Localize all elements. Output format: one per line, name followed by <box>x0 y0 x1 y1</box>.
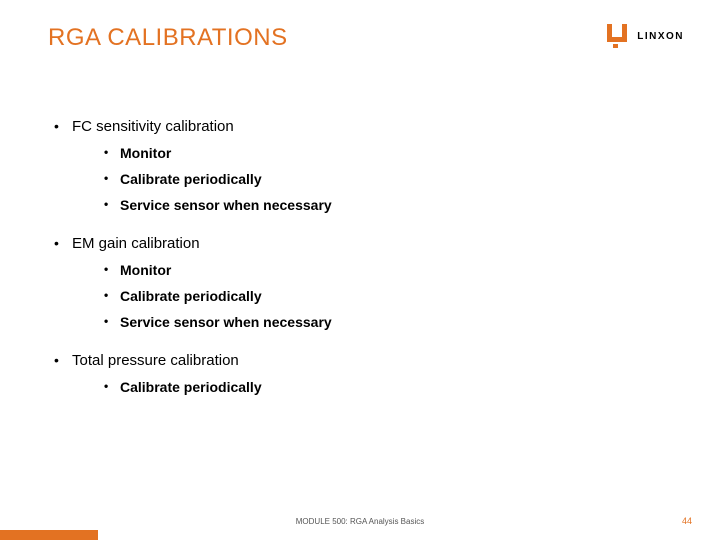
sub-item: Service sensor when necessary <box>48 197 672 213</box>
footer-text: MODULE 500: RGA Analysis Basics <box>0 517 720 526</box>
sub-item: Calibrate periodically <box>48 379 672 395</box>
logo-text: LINXON <box>637 31 684 42</box>
sub-item: Monitor <box>48 262 672 278</box>
sub-item: Service sensor when necessary <box>48 314 672 330</box>
section-heading: Total pressure calibration <box>48 352 672 369</box>
section-heading: EM gain calibration <box>48 235 672 252</box>
brand-logo: LINXON <box>603 22 684 50</box>
page-number: 44 <box>682 516 692 526</box>
sub-item: Calibrate periodically <box>48 171 672 187</box>
slide-title: RGA CALIBRATIONS <box>48 24 288 52</box>
logo-notch <box>613 44 618 48</box>
content-body: FC sensitivity calibration Monitor Calib… <box>48 118 672 417</box>
logo-icon <box>603 22 631 50</box>
sub-item: Calibrate periodically <box>48 288 672 304</box>
bullet-list: FC sensitivity calibration Monitor Calib… <box>48 118 672 395</box>
logo-bar-right <box>622 24 627 42</box>
sub-item: Monitor <box>48 145 672 161</box>
section-heading: FC sensitivity calibration <box>48 118 672 135</box>
accent-bar <box>0 530 98 540</box>
list-item: EM gain calibration Monitor Calibrate pe… <box>48 235 672 330</box>
slide: RGA CALIBRATIONS LINXON FC sensitivity c… <box>0 0 720 540</box>
list-item: Total pressure calibration Calibrate per… <box>48 352 672 395</box>
list-item: FC sensitivity calibration Monitor Calib… <box>48 118 672 213</box>
